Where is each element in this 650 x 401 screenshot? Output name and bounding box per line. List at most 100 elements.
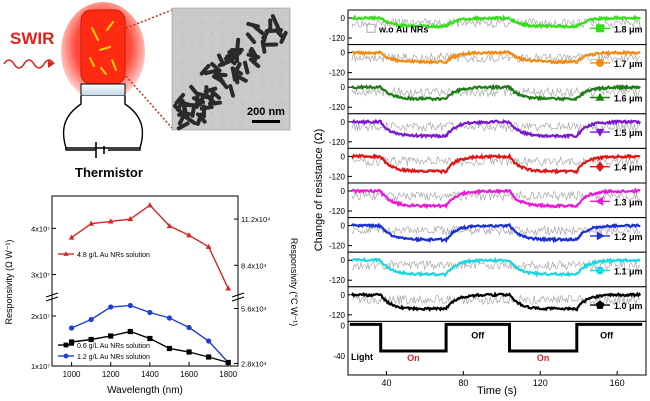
tem-nanorod [260,39,267,54]
tem-nanorod [199,64,211,76]
light-on-label: On [537,353,550,363]
response-trace [351,222,641,244]
responsivity-left-tick-label: 4x10⁷ [31,224,50,233]
responsivity-data-point [127,328,133,335]
time-response-panel: 0 -120 1.0 μm [329,286,647,322]
time-response-ylabel: Change of resistance (Ω) [313,129,325,252]
light-panel-frame [347,320,647,376]
tem-nanorod [182,106,190,120]
light-square-wave [349,322,643,353]
tem-nanorod [248,48,258,62]
reference-trace [351,86,641,99]
panel-y-tick-label: 0 [341,291,346,300]
tem-nanorod [248,57,261,69]
wavelength-legend-label: 1.3 μm [614,197,643,207]
responsivity-x-tick-label: 1400 [141,370,159,379]
responsivity-data-point [68,325,75,331]
swir-label: SWIR [10,29,54,48]
tem-nanorod [228,83,236,98]
reference-trace [351,190,641,202]
tem-nanorod [195,112,204,126]
tem-nanorod [230,66,244,76]
light-y-tick-label: 0 [341,321,346,330]
time-response-panel: 0 -120 1.4 μm [329,147,647,184]
reference-trace [351,225,641,237]
tem-nanorod [216,53,226,67]
panel-y-tick-label: -120 [329,207,346,216]
tem-nanorod [174,92,186,105]
responsivity-legend-label: 0.6 g/L Au NRs solution [77,343,150,350]
responsivity-legend-marker [63,353,69,359]
wavelength-legend-label: 1.4 μm [614,163,643,173]
panel-y-tick-label: 0 [341,187,346,196]
light-on-label: On [407,353,420,363]
tem-nanorod [252,24,264,35]
light-off-label: Off [471,330,485,340]
thermistor-label: Thermistor [75,165,143,180]
time-response-panel: 0 -120 1.6 μm [329,78,647,115]
responsivity-legend-marker [63,342,69,348]
time-x-tick-label: 80 [458,378,468,388]
responsivity-left-tick-label: 1x10⁷ [31,362,50,371]
reference-legend-marker [366,23,376,33]
wavelength-legend-label: 1.0 μm [614,301,643,311]
reference-trace [351,17,641,29]
vial-neck [80,83,126,97]
responsivity-x-tick-label: 1600 [180,370,198,379]
scale-bar [252,120,280,123]
panel-y-tick-label: -120 [329,69,346,78]
responsivity-xlabel: Wavelength (nm) [107,385,183,396]
responsivity-data-point [166,222,173,229]
panel-y-tick-label: 0 [341,152,346,161]
responsivity-plot-frame [51,195,239,367]
responsivity-data-point [68,234,75,240]
responsivity-ticks: 1000 1200 1400 1600 1800 4x10⁷ 3x10⁷ 2x10⁷ 1x10⁷… [31,215,270,379]
tem-image: 200 nm [171,7,291,131]
light-panel: 0 -40 Light On Off On Off 40 80 120 160 [333,320,647,388]
reference-legend-label: w.o Au NRs [378,24,428,34]
light-label: Light [351,352,373,362]
zoom-line-bottom [125,75,173,129]
panel-y-tick-label: 0 [341,222,346,231]
schematic: SWIR Thermistor [3,2,291,180]
axis-break-marks [45,292,245,302]
time-x-tick-label: 120 [533,378,548,388]
responsivity-data-point [88,316,94,323]
responsivity-data-point [127,302,133,309]
responsivity-legend-label: 4.8 g/L Au NRs solution [77,252,150,259]
responsivity-data-point [186,324,192,331]
responsivity-data-point [225,285,232,291]
response-trace [351,14,641,30]
vial-nanorods [89,21,117,75]
responsivity-left-tick-label: 3x10⁷ [31,271,50,280]
panel-y-tick-label: 0 [341,256,346,265]
wavelength-legend-marker [595,92,605,101]
panel-frame [347,147,647,184]
time-response-panels: 0 -120 1.8 μm w.o Au NRs 0 -120 1.7 μm 0 -120 1.6… [329,9,647,322]
tem-nanorod [172,103,184,116]
tem-nanorod [235,37,241,52]
reference-trace [351,294,641,306]
tem-nanorod [243,60,250,75]
time-response-panel: 0 -120 1.2 μm [329,217,647,253]
panel-y-tick-label: -120 [329,172,346,181]
responsivity-data-point [108,333,114,339]
responsivity-left-tick-label: 2x10⁷ [31,312,50,321]
responsivity-data-point [225,359,231,366]
responsivity-data-point [166,315,173,321]
panel-y-tick-label: 0 [341,118,346,127]
thermistor-lead-right [108,148,141,151]
tem-nanorod [176,121,190,131]
responsivity-data-point [206,354,212,360]
panel-y-tick-label: 0 [341,49,346,58]
reference-trace [351,121,641,133]
tem-nanorod [261,29,269,43]
responsivity-data-point [68,339,75,345]
tem-nanorod [198,93,206,107]
time-response-panel: 0 -120 1.1 μm [329,251,647,288]
thermistor-body [62,96,144,149]
panel-y-tick-label: 0 [341,14,346,23]
tem-nanorod [199,105,214,111]
